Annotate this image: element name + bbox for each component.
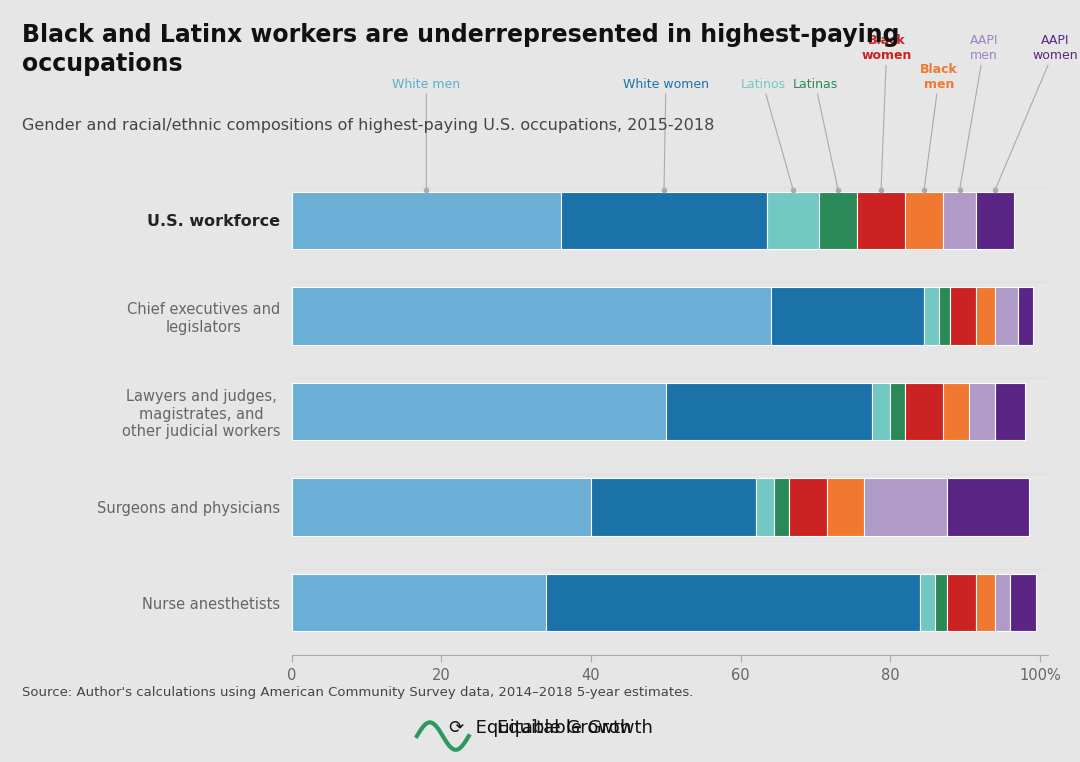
Text: Latinos: Latinos bbox=[741, 78, 793, 190]
Bar bbox=[1017, 287, 1032, 344]
Bar bbox=[771, 287, 924, 344]
Bar bbox=[864, 479, 946, 536]
Bar bbox=[789, 479, 827, 536]
Bar bbox=[292, 479, 591, 536]
Bar bbox=[827, 479, 864, 536]
Bar bbox=[820, 191, 856, 249]
Bar bbox=[292, 287, 771, 344]
Bar bbox=[976, 191, 1014, 249]
Text: Source: Author's calculations using American Community Survey data, 2014–2018 5-: Source: Author's calculations using Amer… bbox=[22, 686, 693, 699]
Bar bbox=[856, 191, 905, 249]
Bar bbox=[591, 479, 756, 536]
Text: ⟳  Equitable Growth: ⟳ Equitable Growth bbox=[449, 719, 631, 737]
Bar bbox=[995, 574, 1010, 632]
Bar bbox=[905, 191, 943, 249]
Text: White women: White women bbox=[623, 78, 708, 190]
Bar bbox=[943, 191, 976, 249]
Text: AAPI
women: AAPI women bbox=[995, 34, 1078, 190]
Text: Gender and racial/ethnic compositions of highest-paying U.S. occupations, 2015-2: Gender and racial/ethnic compositions of… bbox=[22, 118, 714, 133]
Text: Black
women: Black women bbox=[862, 34, 912, 190]
Bar bbox=[546, 574, 920, 632]
Bar bbox=[905, 383, 943, 440]
Bar bbox=[976, 574, 995, 632]
Bar bbox=[940, 287, 950, 344]
Bar bbox=[562, 191, 767, 249]
Bar bbox=[1010, 574, 1037, 632]
Bar bbox=[946, 479, 1029, 536]
Bar bbox=[946, 574, 976, 632]
Bar bbox=[995, 287, 1017, 344]
Bar bbox=[666, 383, 872, 440]
Bar bbox=[995, 383, 1025, 440]
Text: Black
men: Black men bbox=[920, 63, 958, 190]
Text: Latinas: Latinas bbox=[793, 78, 838, 190]
Bar bbox=[976, 287, 995, 344]
Text: AAPI
men: AAPI men bbox=[960, 34, 998, 190]
Bar bbox=[935, 574, 946, 632]
Text: Equitable Growth: Equitable Growth bbox=[497, 719, 652, 737]
Bar bbox=[292, 574, 546, 632]
Bar bbox=[292, 383, 666, 440]
Text: White men: White men bbox=[392, 78, 460, 190]
Bar bbox=[943, 383, 969, 440]
Bar bbox=[950, 287, 976, 344]
Bar bbox=[920, 574, 935, 632]
Bar bbox=[756, 479, 774, 536]
Bar bbox=[292, 191, 562, 249]
Bar bbox=[890, 383, 905, 440]
Bar bbox=[969, 383, 995, 440]
Bar bbox=[774, 479, 789, 536]
Bar bbox=[872, 383, 890, 440]
Bar bbox=[924, 287, 940, 344]
Text: Black and Latinx workers are underrepresented in highest-paying
occupations: Black and Latinx workers are underrepres… bbox=[22, 23, 899, 75]
Bar bbox=[767, 191, 820, 249]
